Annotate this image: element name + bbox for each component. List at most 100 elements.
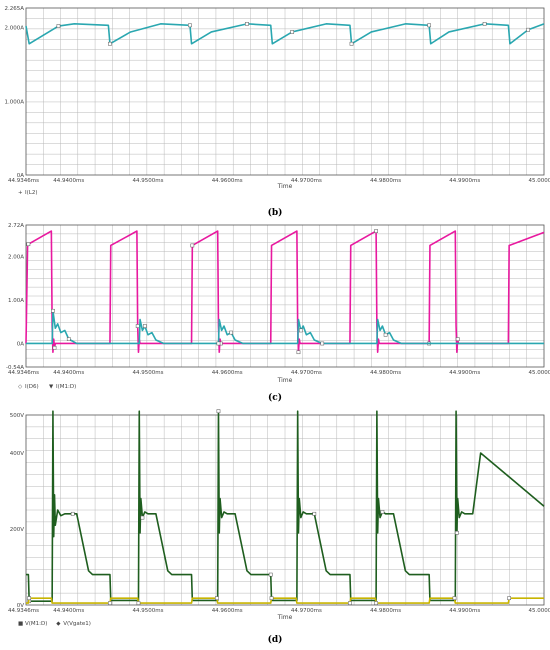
chart-c: 44.9346ms 44.9400ms 44.9500ms 44.9600ms 44.9… <box>6 223 550 403</box>
chart-d-legend: ■ V(M1:D) ◆ V(Vgate1) <box>18 621 91 627</box>
chart-d-x-tick-label: 44.9400ms <box>53 608 84 614</box>
chart-d-legend-marker: ◆ <box>56 621 61 627</box>
chart-b-x-tick-label: 44.9600ms <box>212 178 243 184</box>
chart-b-series-0-marker <box>427 23 432 28</box>
chart-b-x-tick-label: 45.0000ms <box>529 178 550 184</box>
chart-d-x-axis-title: Time <box>277 614 293 621</box>
chart-c-x-tick-label: 44.9500ms <box>132 370 163 376</box>
chart-d-x-tick-label: 44.9700ms <box>291 608 322 614</box>
chart-d-series-1-marker <box>374 601 378 605</box>
chart-b-x-tick-label: 44.9500ms <box>132 178 163 184</box>
chart-d-x-tick-label: 44.9800ms <box>370 608 401 614</box>
chart-b-plot-area <box>25 7 545 176</box>
chart-c-x-tick-label: 44.9900ms <box>449 370 480 376</box>
chart-b: 44.9346ms 44.9400ms 44.9500ms 44.9600ms 44.9… <box>4 6 550 218</box>
chart-d-series-0-line <box>26 410 545 603</box>
chart-c-legend-label: I(D6) <box>25 384 39 390</box>
chart-d-x-tick-label: 44.9500ms <box>132 608 163 614</box>
chart-c-y-tick-label: 2.00A <box>8 254 24 260</box>
chart-c-legend-marker: ◇ <box>18 384 23 390</box>
chart-b-legend-label: I(L2) <box>25 190 37 196</box>
chart-d-x-tick-label: 44.9900ms <box>449 608 480 614</box>
chart-b-legend: + I(L2) <box>18 190 37 196</box>
chart-b-y-tick-label: 2.000A <box>4 26 24 32</box>
chart-d-y-tick-label: 0V <box>17 603 24 609</box>
chart-c-series-1-marker <box>142 324 147 328</box>
chart-d-x-tick-label: 44.9600ms <box>212 608 243 614</box>
chart-d-series-1-marker <box>136 601 141 605</box>
chart-c-legend-marker: ▼ <box>49 384 54 390</box>
chart-d-series-0-marker <box>312 511 317 516</box>
chart-c-legend: ◇ I(D6) ▼ I(M1:D) <box>18 384 76 390</box>
chart-c-y-tick-label: 2.72A <box>8 223 24 229</box>
chart-b-x-tick-label: 44.9400ms <box>53 178 84 184</box>
chart-c-tick-labels: 44.9346ms 44.9400ms 44.9500ms 44.9600ms 44.9… <box>6 223 550 376</box>
chart-b-y-tick-label: 0A <box>17 173 24 179</box>
chart-b-series-0-marker <box>482 22 487 26</box>
chart-b-series <box>25 22 545 46</box>
chart-d-series-1-marker <box>269 596 274 601</box>
chart-c-series-1-marker <box>229 330 233 335</box>
chart-d-y-tick-label: 500V <box>10 413 24 419</box>
chart-c-series-0-marker <box>455 337 460 341</box>
chart-c-series-0-marker <box>374 229 378 233</box>
chart-c-series-0-marker <box>135 324 140 328</box>
chart-d-series-0-marker <box>70 511 75 516</box>
chart-d-y-tick-label: 200V <box>10 527 24 533</box>
chart-c-series <box>25 229 545 355</box>
chart-c-grid <box>26 225 544 367</box>
chart-d-series-0-marker <box>455 530 459 535</box>
chart-c-series-1-marker <box>51 308 55 313</box>
chart-c-y-tick-label: -0.54A <box>6 365 24 371</box>
chart-c-x-tick-label: 45.0000ms <box>529 370 550 376</box>
chart-c-series-0-marker <box>190 243 195 248</box>
chart-d-tick-labels: 44.9346ms 44.9400ms 44.9500ms 44.9600ms 44.9… <box>8 413 550 614</box>
chart-b-legend-marker: + <box>18 190 23 196</box>
chart-d-series-1-marker <box>452 596 457 601</box>
chart-b-series-0-marker <box>290 30 294 34</box>
chart-c-x-tick-label: 44.9700ms <box>291 370 322 376</box>
chart-d-x-tick-label: 45.0000ms <box>529 608 550 614</box>
chart-d-series-1-marker <box>507 596 511 601</box>
chart-b-x-axis-title: Time <box>277 183 293 190</box>
chart-c-series-1-marker <box>383 332 388 337</box>
chart-d-grid <box>26 415 544 605</box>
chart-d-series-0-marker <box>268 572 273 577</box>
chart-d-x-tick-label: 44.9346ms <box>8 608 39 614</box>
chart-c-legend-label: I(M1:D) <box>56 384 76 390</box>
chart-c-series-1-marker <box>66 337 71 341</box>
chart-b-series-0-line <box>25 23 545 45</box>
chart-d-series-1-marker <box>108 601 112 605</box>
chart-d-series <box>26 409 545 605</box>
chart-d-series-0-marker <box>140 515 145 520</box>
chart-d-series-1-marker <box>348 601 352 605</box>
chart-b-series-0-marker <box>349 41 354 46</box>
chart-b-x-tick-label: 44.9346ms <box>8 178 39 184</box>
chart-d-plot-area <box>25 414 545 606</box>
chart-d-series-1-line <box>26 597 544 604</box>
chart-b-caption: (b) <box>268 207 283 218</box>
chart-b-x-tick-label: 44.9700ms <box>291 178 322 184</box>
chart-b-tick-labels: 44.9346ms 44.9400ms 44.9500ms 44.9600ms 44.9… <box>4 6 550 184</box>
chart-b-series-0-marker <box>56 24 61 28</box>
chart-c-y-tick-label: 0A <box>17 341 24 347</box>
chart-d-legend-label: V(Vgate1) <box>63 621 91 627</box>
chart-c-series-1-marker <box>320 341 325 346</box>
chart-d-series-0-marker <box>380 510 385 514</box>
chart-d: 44.9346ms 44.9400ms 44.9500ms 44.9600ms 44.9… <box>8 409 550 645</box>
chart-b-series-0-marker <box>526 27 531 32</box>
chart-d-series-1-marker <box>215 596 219 601</box>
chart-c-x-tick-label: 44.9400ms <box>53 370 84 376</box>
chart-b-series-0-marker <box>245 22 249 26</box>
chart-c-y-tick-label: 1.00A <box>8 298 24 304</box>
chart-b-series-0-marker <box>108 41 112 46</box>
chart-b-y-tick-label: 2.265A <box>4 6 24 12</box>
chart-d-legend-label: V(M1:D) <box>25 621 47 627</box>
chart-c-series-0-marker <box>52 345 57 350</box>
chart-b-y-tick-label: 1.000A <box>4 99 24 105</box>
chart-c-caption: (c) <box>268 392 282 403</box>
chart-c-series-1-marker <box>216 341 221 346</box>
chart-b-x-tick-label: 44.9800ms <box>370 178 401 184</box>
chart-c-x-axis-title: Time <box>277 377 293 384</box>
